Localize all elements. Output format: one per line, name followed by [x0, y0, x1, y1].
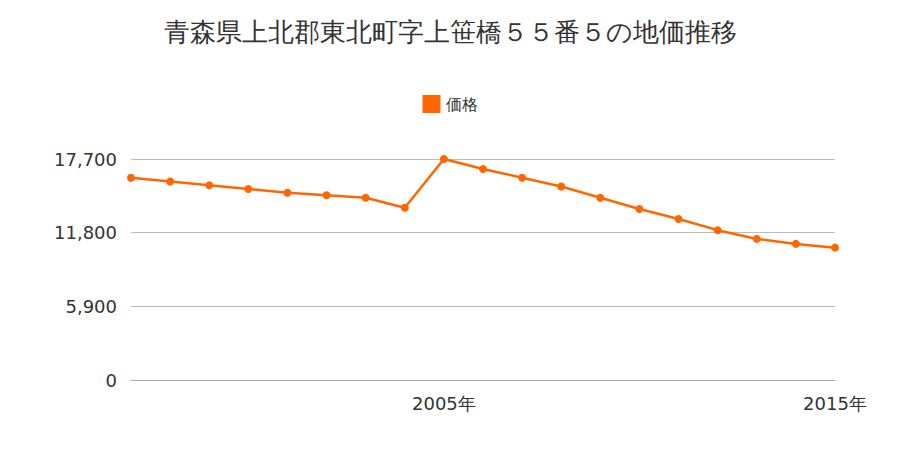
svg-text:17,700: 17,700	[54, 149, 117, 170]
svg-text:青森県上北郡東北町字上笹橋５５番５の地価推移: 青森県上北郡東北町字上笹橋５５番５の地価推移	[164, 17, 737, 47]
svg-text:5,900: 5,900	[65, 296, 117, 317]
svg-text:0: 0	[106, 370, 117, 391]
svg-text:価格: 価格	[446, 95, 478, 114]
svg-text:2005年: 2005年	[412, 393, 476, 414]
svg-text:2015年: 2015年	[803, 393, 867, 414]
svg-text:11,800: 11,800	[54, 222, 117, 243]
